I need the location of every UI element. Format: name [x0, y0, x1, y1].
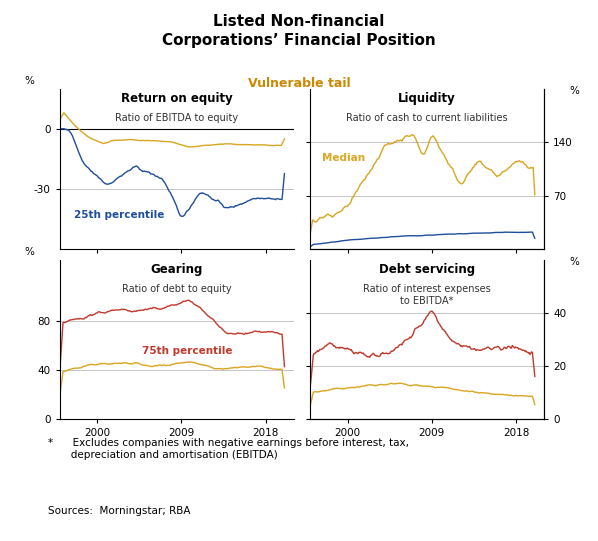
Text: Gearing: Gearing	[151, 263, 203, 276]
Y-axis label: %: %	[25, 76, 34, 86]
Text: Liquidity: Liquidity	[398, 93, 456, 105]
Text: *      Excludes companies with negative earnings before interest, tax,
       de: * Excludes companies with negative earni…	[48, 438, 409, 460]
Text: Sources:  Morningstar; RBA: Sources: Morningstar; RBA	[48, 506, 190, 516]
Text: Ratio of interest expenses
to EBITDA*: Ratio of interest expenses to EBITDA*	[364, 284, 491, 306]
Text: Debt servicing: Debt servicing	[379, 263, 475, 276]
Text: 75th percentile: 75th percentile	[142, 346, 232, 356]
Text: 25th percentile: 25th percentile	[74, 210, 164, 220]
Y-axis label: %: %	[570, 256, 579, 267]
Text: Ratio of cash to current liabilities: Ratio of cash to current liabilities	[346, 113, 508, 123]
Y-axis label: %: %	[570, 86, 579, 96]
Text: Vulnerable tail: Vulnerable tail	[248, 77, 350, 90]
Text: Ratio of debt to equity: Ratio of debt to equity	[122, 284, 231, 294]
Text: Ratio of EBITDA to equity: Ratio of EBITDA to equity	[115, 113, 239, 123]
Text: Listed Non-financial
Corporations’ Financial Position: Listed Non-financial Corporations’ Finan…	[162, 14, 436, 48]
Text: Return on equity: Return on equity	[121, 93, 233, 105]
Text: Median: Median	[322, 153, 365, 163]
Y-axis label: %: %	[25, 247, 34, 256]
